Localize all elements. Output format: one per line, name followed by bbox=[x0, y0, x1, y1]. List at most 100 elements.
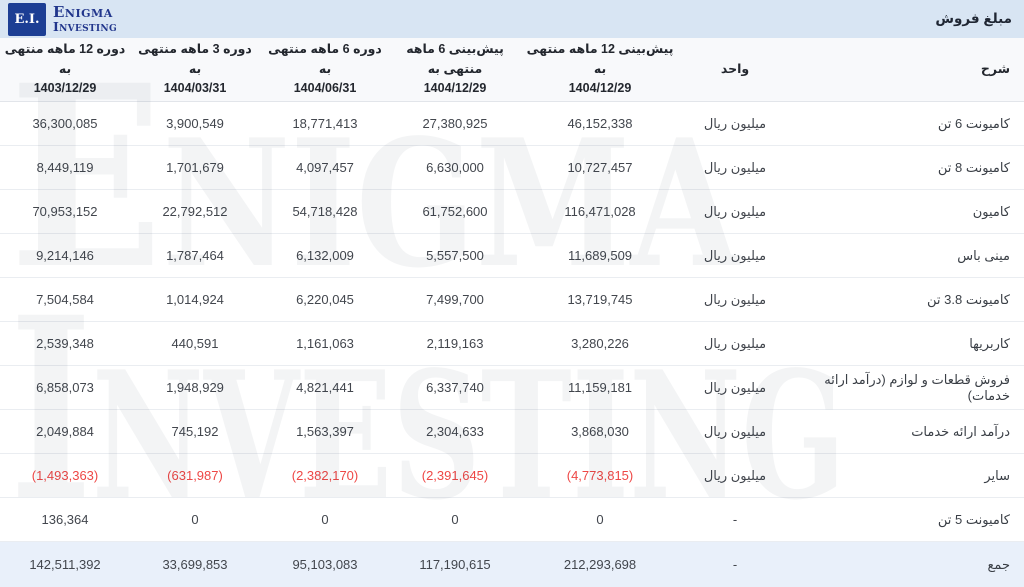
row-value: 142,511,392 bbox=[0, 542, 130, 587]
row-value: 33,699,853 bbox=[130, 542, 260, 587]
row-value: 36,300,085 bbox=[0, 102, 130, 146]
brand-name-line2: Investing bbox=[53, 20, 117, 34]
row-value: 8,449,119 bbox=[0, 146, 130, 190]
row-value: (2,382,170) bbox=[260, 454, 390, 498]
row-value: 54,718,428 bbox=[260, 190, 390, 234]
row-value: 117,190,615 bbox=[390, 542, 520, 587]
row-unit: - bbox=[680, 542, 790, 587]
row-unit: میلیون ریال bbox=[680, 322, 790, 366]
row-description: کامیونت 6 تن bbox=[790, 102, 1024, 146]
row-value: 1,014,924 bbox=[130, 278, 260, 322]
row-value: 745,192 bbox=[130, 410, 260, 454]
row-value: 7,499,700 bbox=[390, 278, 520, 322]
row-value: 3,868,030 bbox=[520, 410, 680, 454]
row-unit: میلیون ریال bbox=[680, 234, 790, 278]
brand-name-line1: Enigma bbox=[53, 4, 117, 20]
row-value: 1,563,397 bbox=[260, 410, 390, 454]
row-value: 2,539,348 bbox=[0, 322, 130, 366]
row-description: کامیونت 3.8 تن bbox=[790, 278, 1024, 322]
row-value: 3,280,226 bbox=[520, 322, 680, 366]
row-value: 18,771,413 bbox=[260, 102, 390, 146]
column-header-label: دوره 3 ماهه منتهی به bbox=[131, 40, 259, 79]
column-header-date: 1404/12/29 bbox=[521, 79, 679, 98]
row-value: (1,493,363) bbox=[0, 454, 130, 498]
row-description: فروش قطعات و لوازم (درآمد ارائه خدمات) bbox=[790, 366, 1024, 410]
column-header-label: پیش‌بینی 6 ماهه منتهی به bbox=[391, 40, 519, 79]
column-header-date: 1404/12/29 bbox=[391, 79, 519, 98]
row-unit: میلیون ریال bbox=[680, 190, 790, 234]
sales-table: شرح واحد پیش‌بینی 12 ماهه منتهی به 1404/… bbox=[0, 38, 1024, 587]
row-unit: میلیون ریال bbox=[680, 454, 790, 498]
row-unit: میلیون ریال bbox=[680, 366, 790, 410]
row-value: 6,630,000 bbox=[390, 146, 520, 190]
column-header-forecast-6m: پیش‌بینی 6 ماهه منتهی به 1404/12/29 bbox=[390, 38, 520, 102]
row-value: (4,773,815) bbox=[520, 454, 680, 498]
row-unit: میلیون ریال bbox=[680, 410, 790, 454]
topbar: مبلغ فروش E.I. Enigma Investing bbox=[0, 0, 1024, 38]
row-value: 2,049,884 bbox=[0, 410, 130, 454]
row-value: 3,900,549 bbox=[130, 102, 260, 146]
row-value: 1,787,464 bbox=[130, 234, 260, 278]
row-value: 27,380,925 bbox=[390, 102, 520, 146]
row-value: 5,557,500 bbox=[390, 234, 520, 278]
row-value: 6,337,740 bbox=[390, 366, 520, 410]
row-description: کامیونت 5 تن bbox=[790, 498, 1024, 542]
row-value: 13,719,745 bbox=[520, 278, 680, 322]
row-value: 6,220,045 bbox=[260, 278, 390, 322]
row-value: 440,591 bbox=[130, 322, 260, 366]
row-unit: میلیون ریال bbox=[680, 102, 790, 146]
row-value: 11,159,181 bbox=[520, 366, 680, 410]
row-description: کاربریها bbox=[790, 322, 1024, 366]
row-description: کامیونت 8 تن bbox=[790, 146, 1024, 190]
row-value: 116,471,028 bbox=[520, 190, 680, 234]
row-value: 9,214,146 bbox=[0, 234, 130, 278]
column-header-forecast-12m: پیش‌بینی 12 ماهه منتهی به 1404/12/29 bbox=[520, 38, 680, 102]
row-value: 0 bbox=[520, 498, 680, 542]
row-value: 61,752,600 bbox=[390, 190, 520, 234]
row-value: 4,097,457 bbox=[260, 146, 390, 190]
column-header-date: 1404/06/31 bbox=[261, 79, 389, 98]
row-unit: - bbox=[680, 498, 790, 542]
row-value: 6,132,009 bbox=[260, 234, 390, 278]
column-header-date: 1403/12/29 bbox=[1, 79, 129, 98]
column-header-label: دوره 6 ماهه منتهی به bbox=[261, 40, 389, 79]
column-header-period-6m: دوره 6 ماهه منتهی به 1404/06/31 bbox=[260, 38, 390, 102]
row-value: 10,727,457 bbox=[520, 146, 680, 190]
row-value: 46,152,338 bbox=[520, 102, 680, 146]
column-header-unit: واحد bbox=[680, 38, 790, 102]
row-value: 22,792,512 bbox=[130, 190, 260, 234]
row-value: 2,119,163 bbox=[390, 322, 520, 366]
row-value: (631,987) bbox=[130, 454, 260, 498]
row-description: جمع bbox=[790, 542, 1024, 587]
row-description: کامیون bbox=[790, 190, 1024, 234]
row-value: 2,304,633 bbox=[390, 410, 520, 454]
table-row: فروش قطعات و لوازم (درآمد ارائه خدمات)می… bbox=[0, 366, 1024, 410]
column-header-period-3m: دوره 3 ماهه منتهی به 1404/03/31 bbox=[130, 38, 260, 102]
page-title: مبلغ فروش bbox=[935, 11, 1012, 27]
row-value: 11,689,509 bbox=[520, 234, 680, 278]
row-value: 1,701,679 bbox=[130, 146, 260, 190]
row-unit: میلیون ریال bbox=[680, 146, 790, 190]
row-value: 7,504,584 bbox=[0, 278, 130, 322]
row-unit: میلیون ریال bbox=[680, 278, 790, 322]
row-value: 95,103,083 bbox=[260, 542, 390, 587]
column-header-date: 1404/03/31 bbox=[131, 79, 259, 98]
table-header: شرح واحد پیش‌بینی 12 ماهه منتهی به 1404/… bbox=[0, 38, 1024, 102]
row-value: 1,948,929 bbox=[130, 366, 260, 410]
brand-badge-icon: E.I. bbox=[8, 3, 46, 36]
column-header-label: دوره 12 ماهه منتهی به bbox=[1, 40, 129, 79]
brand-logo: E.I. Enigma Investing bbox=[8, 3, 117, 36]
row-value: 136,364 bbox=[0, 498, 130, 542]
row-description: درآمد ارائه خدمات bbox=[790, 410, 1024, 454]
